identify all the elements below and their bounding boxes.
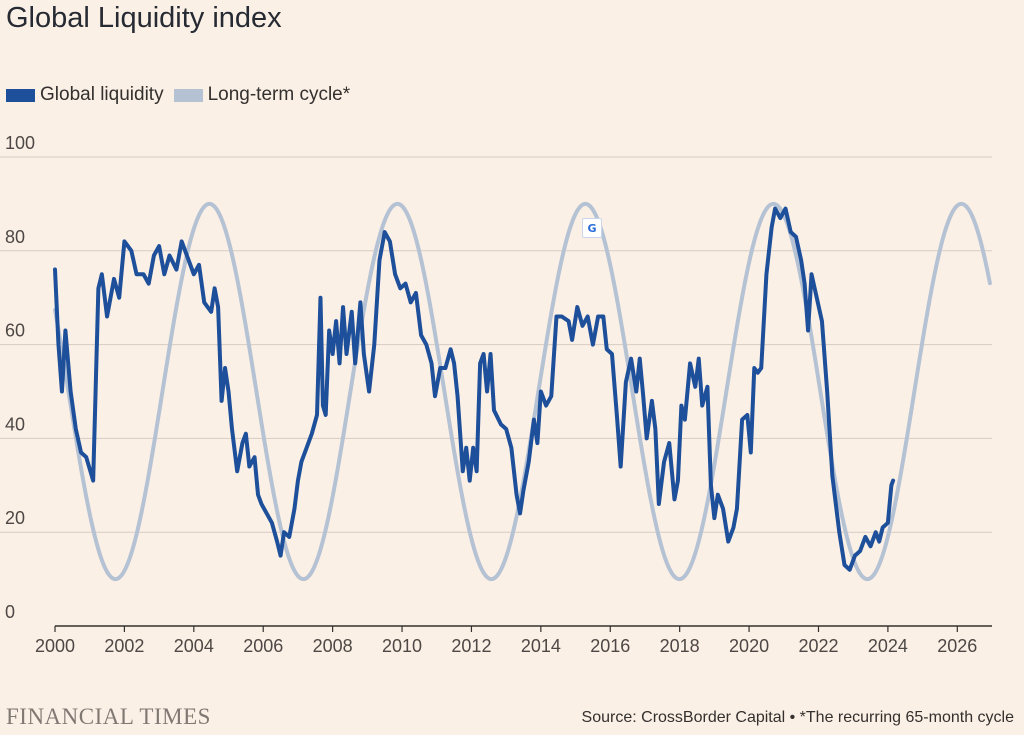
footer-brand: FINANCIAL TIMES	[6, 704, 211, 729]
y-tick-labels: 0 20 40 60 80 100	[5, 133, 35, 622]
y-tick-label: 100	[5, 133, 35, 153]
footer-source: Source: CrossBorder Capital • *The recur…	[581, 709, 1014, 726]
y-tick-label: 80	[5, 227, 25, 247]
series-line-global-liquidity	[53, 206, 896, 572]
x-tick-labels: 2000 2002 2004 2006 2008 2010 2012 2014 2016 2018…	[35, 636, 977, 656]
legend-item-global-liquidity: Global liquidity	[6, 84, 164, 106]
x-tick-label: 2012	[451, 636, 491, 656]
series-line-long-term-cycle	[53, 201, 992, 582]
x-tick-label: 2018	[660, 636, 700, 656]
y-tick-label: 0	[5, 602, 15, 622]
x-tick-label: 2020	[729, 636, 769, 656]
x-tick-label: 2026	[937, 636, 977, 656]
legend-swatch-long-term-cycle	[173, 88, 203, 102]
x-tick-label: 2016	[590, 636, 630, 656]
x-axis	[54, 625, 992, 632]
x-tick-label: 2014	[521, 636, 561, 656]
translate-icon[interactable]: G	[582, 218, 602, 238]
y-tick-label: 60	[5, 321, 25, 341]
legend-label-global-liquidity: Global liquidity	[40, 84, 164, 105]
x-tick-label: 2000	[35, 636, 75, 656]
y-tick-label: 20	[5, 508, 25, 528]
x-tick-label: 2008	[313, 636, 353, 656]
y-tick-label: 40	[5, 414, 25, 434]
x-tick-label: 2004	[174, 636, 214, 656]
chart-title: Global Liquidity index	[6, 2, 282, 34]
series-lines	[53, 201, 992, 582]
x-tick-label: 2006	[243, 636, 283, 656]
x-tick-label: 2024	[868, 636, 908, 656]
legend-swatch-global-liquidity	[6, 88, 35, 102]
translate-glyph: G	[587, 221, 597, 235]
legend-item-long-term-cycle: Long-term cycle*	[173, 84, 351, 106]
x-tick-label: 2002	[104, 636, 144, 656]
x-tick-label: 2022	[798, 636, 838, 656]
legend-label-long-term-cycle: Long-term cycle*	[207, 84, 351, 105]
x-tick-label: 2010	[382, 636, 422, 656]
grid-lines	[0, 156, 992, 533]
chart-legend: Global liquidity Long-term cycle*	[6, 82, 360, 108]
